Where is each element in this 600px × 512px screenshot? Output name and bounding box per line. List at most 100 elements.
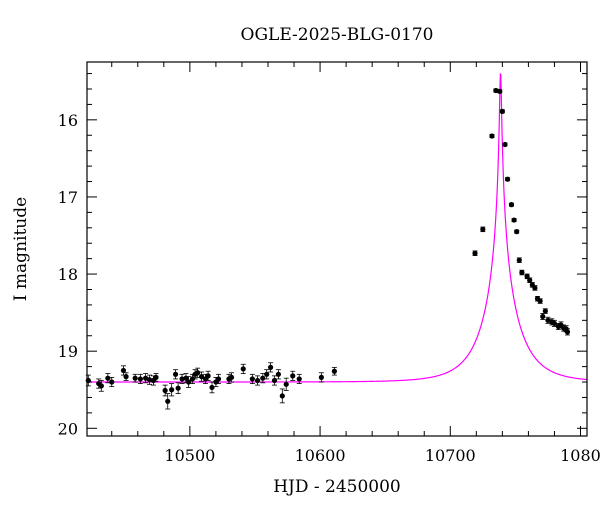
- data-marker: [209, 384, 215, 391]
- y-tick-label: 16: [58, 111, 78, 130]
- data-marker: [132, 375, 138, 381]
- data-marker: [504, 176, 511, 182]
- data-marker: [215, 376, 222, 382]
- data-point: [137, 373, 143, 384]
- data-point: [132, 373, 138, 383]
- data-marker: [195, 370, 201, 376]
- data-point: [545, 316, 551, 324]
- data-marker: [502, 141, 508, 148]
- data-marker: [542, 308, 548, 314]
- data-marker: [564, 329, 571, 335]
- data-marker: [98, 383, 104, 389]
- data-point: [511, 217, 517, 223]
- axis-ticks: [87, 62, 587, 436]
- data-point: [480, 226, 486, 233]
- x-tick-label: 10500: [164, 446, 215, 465]
- data-marker: [551, 320, 558, 327]
- data-point: [283, 377, 289, 391]
- data-marker: [532, 285, 538, 291]
- data-point: [537, 298, 543, 304]
- data-marker: [189, 376, 196, 382]
- data-point: [185, 376, 192, 388]
- data-point: [318, 372, 324, 383]
- data-point: [472, 250, 478, 256]
- data-point: [179, 373, 185, 384]
- data-marker: [153, 374, 159, 380]
- data-point: [172, 369, 179, 380]
- data-point: [532, 285, 538, 291]
- data-marker: [480, 226, 486, 232]
- data-marker: [275, 371, 282, 377]
- data-point: [542, 308, 548, 314]
- data-marker: [165, 398, 171, 404]
- data-marker: [109, 379, 115, 385]
- data-point: [162, 384, 168, 397]
- y-tick-labels: 16 17 18 19 20: [58, 111, 78, 438]
- x-tick-label: 10600: [295, 446, 346, 465]
- data-marker: [198, 374, 205, 380]
- data-marker: [472, 250, 478, 256]
- data-marker: [260, 375, 266, 381]
- data-marker: [179, 376, 185, 382]
- data-point: [105, 373, 111, 384]
- data-point: [499, 108, 505, 114]
- data-point: [267, 362, 274, 373]
- data-marker: [205, 373, 211, 379]
- data-marker: [175, 385, 181, 391]
- data-point: [146, 374, 153, 385]
- data-point: [290, 370, 296, 381]
- data-point: [502, 141, 508, 148]
- data-marker: [249, 376, 255, 382]
- data-point: [165, 393, 171, 410]
- data-marker: [318, 374, 324, 380]
- data-marker: [264, 371, 270, 377]
- y-tick-label: 19: [58, 342, 78, 361]
- x-tick-labels: 10500 10600 10700 1080: [164, 446, 600, 465]
- data-marker: [283, 381, 289, 387]
- x-tick-label: 1080: [560, 446, 600, 465]
- data-marker: [296, 376, 302, 382]
- data-marker: [514, 229, 520, 235]
- data-point: [514, 229, 520, 235]
- data-point: [489, 133, 495, 139]
- data-marker: [142, 375, 149, 381]
- data-point: [254, 375, 261, 386]
- y-tick-label: 20: [58, 419, 78, 438]
- data-marker: [137, 376, 143, 382]
- data-marker: [120, 367, 127, 374]
- data-point: [215, 373, 222, 384]
- data-marker: [271, 377, 278, 384]
- data-marker: [511, 217, 517, 223]
- data-marker: [162, 387, 168, 394]
- data-marker: [508, 202, 515, 208]
- data-marker: [146, 377, 153, 383]
- data-point: [519, 269, 525, 276]
- x-tick-label: 10700: [425, 446, 476, 465]
- data-point: [504, 176, 511, 182]
- data-marker: [537, 298, 543, 304]
- data-point: [153, 373, 159, 382]
- y-tick-label: 18: [58, 265, 78, 284]
- data-marker: [240, 366, 246, 372]
- data-points-layer: [85, 87, 571, 410]
- data-point: [205, 370, 211, 381]
- data-marker: [254, 377, 261, 384]
- model-curve-layer: [87, 73, 588, 383]
- data-marker: [228, 374, 235, 380]
- y-axis-label: I magnitude: [11, 197, 31, 301]
- data-point: [497, 88, 503, 94]
- data-point: [228, 372, 235, 383]
- data-point: [564, 328, 571, 336]
- data-marker: [185, 379, 192, 385]
- data-point: [209, 381, 215, 394]
- data-point: [516, 257, 522, 263]
- model-curve: [87, 73, 588, 383]
- data-marker: [279, 393, 285, 399]
- data-marker: [331, 368, 337, 374]
- data-marker: [105, 375, 111, 381]
- data-marker: [497, 88, 503, 94]
- data-marker: [489, 133, 495, 139]
- data-point: [275, 369, 282, 380]
- data-point: [493, 87, 499, 94]
